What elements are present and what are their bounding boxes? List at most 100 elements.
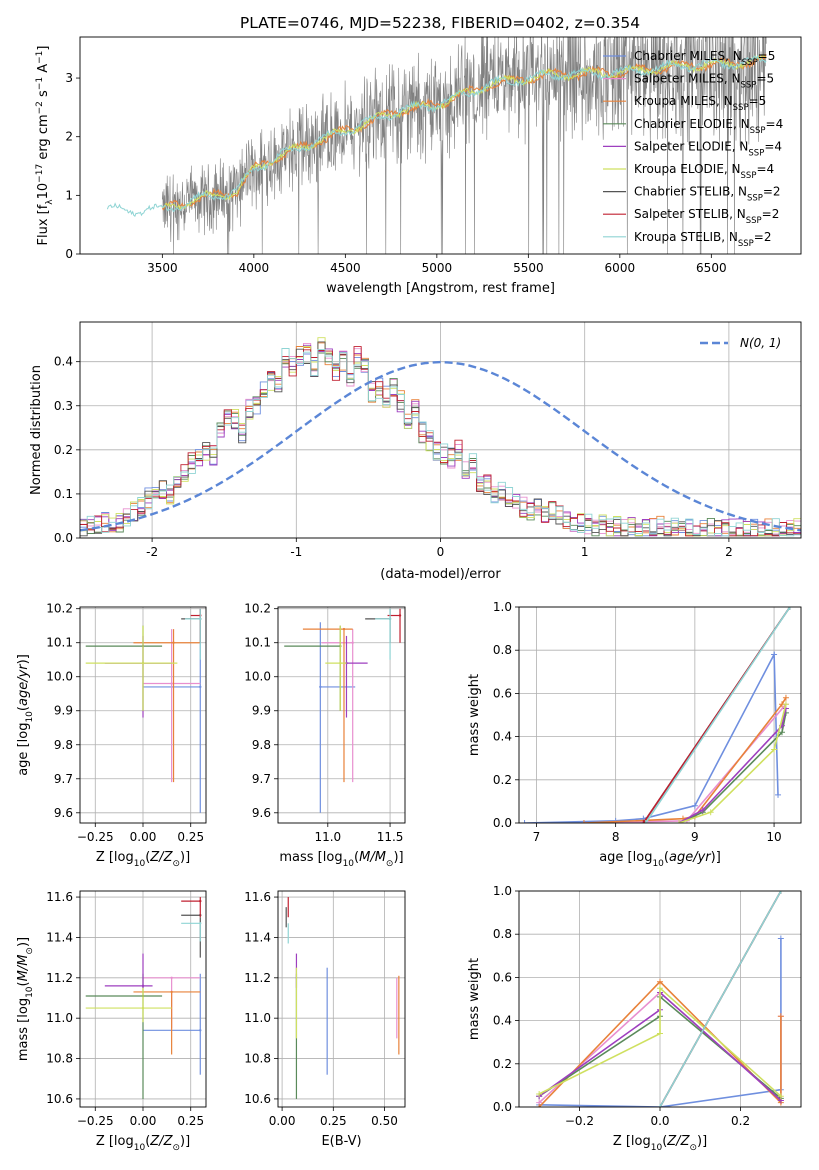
legend-sub: SSP bbox=[741, 81, 757, 91]
y-tick-label: 11.4 bbox=[244, 930, 271, 944]
y-tick-label: 9.7 bbox=[252, 772, 271, 786]
y-tick-label: 0.3 bbox=[54, 399, 73, 413]
axes-frame bbox=[277, 890, 406, 1108]
x-tick-label: 0.00 bbox=[130, 1114, 157, 1128]
data-point bbox=[141, 1006, 145, 1010]
axes-frame bbox=[79, 890, 207, 1108]
axes-frame bbox=[518, 606, 802, 824]
y-tick-label: 10.2 bbox=[244, 602, 271, 616]
label-part: 10 bbox=[36, 183, 51, 200]
x-axis-label: Z [log10(Z/Z⊙)] bbox=[96, 850, 190, 869]
mass-weight-line bbox=[538, 986, 782, 1097]
label-part: ⊙ bbox=[386, 859, 394, 869]
label-part: mass [log bbox=[16, 998, 31, 1061]
axes-frame bbox=[518, 890, 802, 1108]
plus-marker bbox=[777, 1093, 784, 1100]
x-tick-label: 10 bbox=[766, 830, 781, 844]
legend-sub: SSP bbox=[741, 171, 757, 181]
y-tick-label: 0.6 bbox=[493, 970, 512, 984]
panel-spectrum: 3500 4000 4500 5000 5500 6000 6500 0 1 2 3 waveleng… bbox=[35, 36, 802, 296]
legend-sub: SSP bbox=[748, 148, 764, 158]
plus-marker bbox=[536, 1104, 543, 1107]
legend-entry: Salpeter STELIB, NSSP=2 bbox=[634, 207, 779, 226]
y-tick-label: 9.9 bbox=[54, 704, 73, 718]
y-axis-label: Flux [fλ10−17 erg cm−2 s−1 A−1] bbox=[35, 46, 55, 246]
y-tick-label: 10.6 bbox=[244, 1092, 271, 1106]
legend-entry: Chabrier MILES, NSSP=5 bbox=[634, 49, 775, 68]
x-axis-label: wavelength [Angstrom, rest frame] bbox=[326, 281, 555, 296]
data-point bbox=[319, 685, 322, 689]
y-tick-label: 9.8 bbox=[252, 738, 271, 752]
x-tick-label: 6500 bbox=[696, 261, 727, 275]
legend-text: Kroupa MILES, N bbox=[634, 94, 733, 108]
y-tick-label: 11.2 bbox=[244, 971, 271, 985]
mass-weight-line bbox=[678, 712, 787, 823]
x-tick-label: 2 bbox=[725, 545, 733, 559]
observed-spectrum-line bbox=[162, 37, 767, 254]
label-part: λ bbox=[45, 199, 55, 205]
axes-frame bbox=[79, 321, 802, 539]
y-tick-label: 0 bbox=[65, 247, 73, 261]
label-part: ( bbox=[16, 706, 31, 711]
legend-tail: =2 bbox=[763, 185, 781, 199]
x-tick-label: 7 bbox=[533, 830, 541, 844]
panel-mass_weight_vs_Z: −0.2 0.0 0.2 0.0 0.2 0.4 0.6 0.8 1.0 Z [log10(Z/Z… bbox=[467, 884, 802, 1153]
x-axis-label: mass [log10(M/M⊙)] bbox=[279, 850, 403, 869]
y-tick-label: 0.0 bbox=[493, 1100, 512, 1114]
x-axis-label: Z [log10(Z/Z⊙)] bbox=[96, 1134, 190, 1153]
x-tick-label: 5000 bbox=[422, 261, 453, 275]
x-tick-label: 3500 bbox=[147, 261, 178, 275]
legend-entry: Salpeter MILES, NSSP=5 bbox=[634, 72, 774, 91]
y-tick-label: 2 bbox=[65, 130, 73, 144]
x-tick-label: 0.50 bbox=[371, 1114, 398, 1128]
plus-marker bbox=[777, 935, 784, 942]
x-tick-label: 0.25 bbox=[320, 1114, 347, 1128]
legend-tail: =4 bbox=[756, 162, 774, 176]
y-tick-label: 9.6 bbox=[54, 806, 73, 820]
legend-text: Salpeter MILES, N bbox=[634, 72, 741, 86]
data-point bbox=[141, 984, 145, 988]
label-part: ⊙ bbox=[172, 1143, 180, 1153]
y-tick-label: 0.8 bbox=[493, 643, 512, 657]
y-tick-label: 0.4 bbox=[493, 1014, 512, 1028]
model-spectrum-line bbox=[162, 54, 767, 212]
y-tick-label: 10.8 bbox=[244, 1052, 271, 1066]
data-point bbox=[339, 661, 342, 665]
label-part: Z [log bbox=[613, 1134, 651, 1149]
label-part: M/M bbox=[16, 955, 31, 982]
y-tick-label: 11.2 bbox=[46, 971, 73, 985]
mass-weight-line bbox=[678, 708, 787, 823]
y-tick-label: 9.6 bbox=[252, 806, 271, 820]
y-tick-label: 10.1 bbox=[46, 636, 73, 650]
y-tick-label: 11.6 bbox=[46, 890, 73, 904]
plus-marker bbox=[676, 820, 683, 823]
label-part: Z/Z bbox=[149, 1134, 173, 1149]
data-point bbox=[398, 614, 402, 617]
legend-tail: =5 bbox=[758, 49, 776, 63]
plus-marker bbox=[777, 1013, 784, 1020]
x-tick-label: 11.5 bbox=[377, 830, 404, 844]
panel-age_vs_Z: −0.25 0.00 0.25 9.6 9.7 9.8 9.9 10.0 10.1 10.2 Z [… bbox=[16, 602, 207, 869]
legend-tail: =2 bbox=[762, 207, 780, 221]
label-part: ] bbox=[36, 46, 51, 51]
plus-marker bbox=[782, 701, 789, 708]
label-part: )] bbox=[16, 654, 31, 664]
y-tick-label: 0.2 bbox=[493, 1057, 512, 1071]
model-spectrum-line bbox=[161, 52, 767, 211]
plus-marker bbox=[707, 809, 714, 816]
label-part: erg cm bbox=[36, 114, 51, 163]
x-tick-label: -1 bbox=[290, 545, 302, 559]
mass-weight-line bbox=[645, 607, 791, 823]
legend-entry: Kroupa ELODIE, NSSP=4 bbox=[634, 162, 774, 181]
plus-marker bbox=[580, 820, 587, 823]
plus-marker bbox=[640, 820, 647, 823]
data-point bbox=[141, 661, 145, 665]
x-tick-label: 6000 bbox=[605, 261, 636, 275]
y-tick-label: 10.0 bbox=[244, 670, 271, 684]
x-tick-label: 0.2 bbox=[731, 1114, 750, 1128]
data-point bbox=[199, 899, 202, 903]
label-part: )] bbox=[180, 1134, 190, 1149]
label-part: −2 bbox=[35, 101, 45, 114]
data-point bbox=[170, 976, 173, 980]
